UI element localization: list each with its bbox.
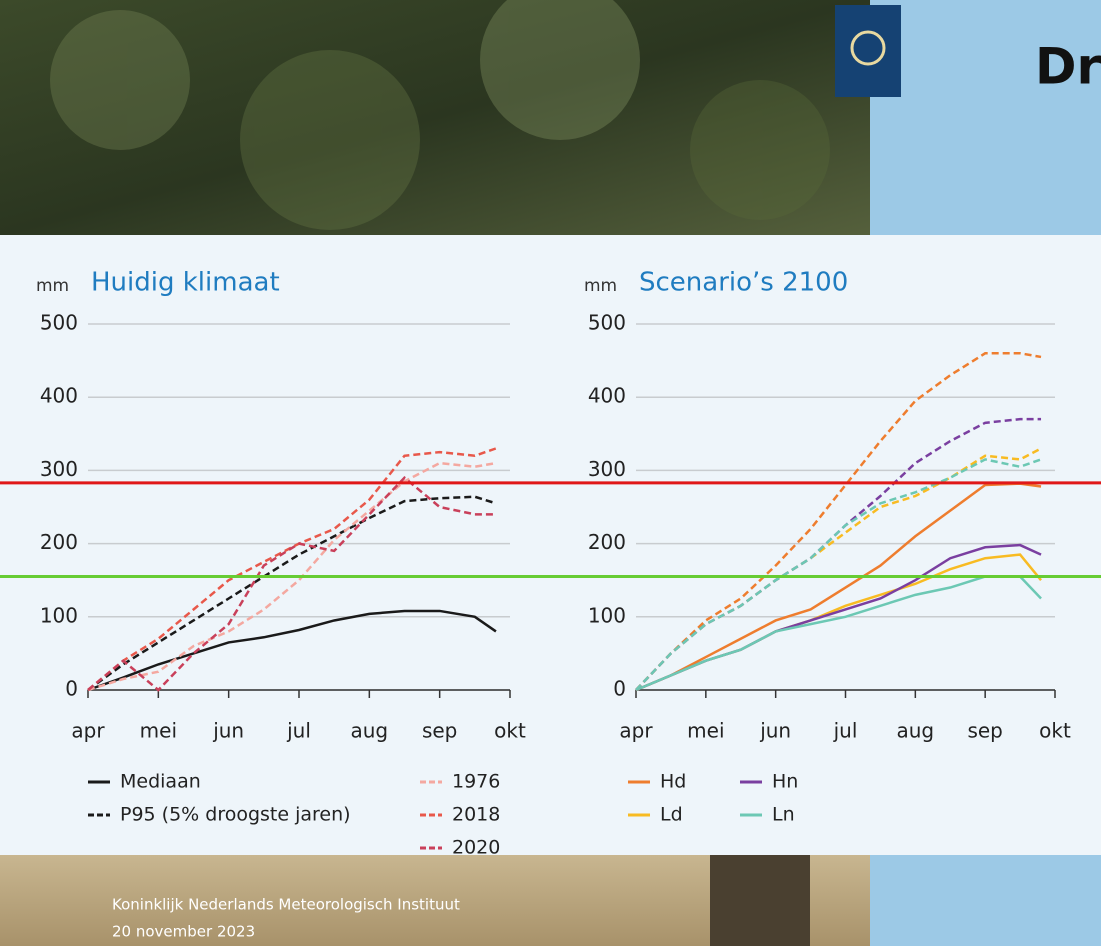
x-tick-label: aug [897, 719, 935, 743]
y-tick-label: 200 [40, 530, 78, 554]
chart-title: Huidig klimaat [91, 268, 280, 298]
legend-label: Ln [772, 804, 795, 826]
legend-label: Ld [660, 804, 683, 826]
legend-label: Mediaan [120, 771, 201, 793]
x-tick-label: jul [286, 719, 311, 743]
x-tick-label: aug [351, 719, 389, 743]
legend-label: Hd [660, 771, 686, 793]
y-tick-label: 400 [40, 384, 78, 408]
x-tick-label: apr [619, 719, 653, 743]
y-tick-label: 300 [588, 457, 626, 481]
legend-label: 1976 [452, 771, 500, 793]
x-tick-label: sep [422, 719, 457, 743]
x-tick-label: mei [140, 719, 177, 743]
x-tick-label: jul [833, 719, 858, 743]
y-tick-label: 100 [588, 603, 626, 627]
logo [835, 5, 901, 97]
footer-text: Koninklijk Nederlands Meteorologisch Ins… [112, 896, 460, 914]
slide: Dr Koninklijk Nederlands Meteorologisch … [0, 0, 1101, 946]
x-tick-label: okt [1039, 719, 1071, 743]
footer-text: 20 november 2023 [112, 923, 255, 941]
y-tick-label: 100 [40, 603, 78, 627]
x-tick-label: jun [212, 719, 244, 743]
y-tick-label: 0 [613, 677, 626, 701]
y-tick-label: 500 [40, 311, 78, 335]
chart-panel [0, 235, 1101, 855]
legend-label: P95 (5% droogste jaren) [120, 804, 351, 826]
unit-label: mm [36, 276, 69, 296]
y-tick-label: 500 [588, 311, 626, 335]
y-tick-label: 200 [588, 530, 626, 554]
legend-label: 2018 [452, 804, 500, 826]
x-tick-label: okt [494, 719, 526, 743]
y-tick-label: 0 [65, 677, 78, 701]
tree-trunk [710, 855, 810, 946]
slide-title: Dr [1035, 38, 1101, 96]
x-tick-label: jun [759, 719, 791, 743]
unit-label: mm [584, 276, 617, 296]
x-tick-label: apr [71, 719, 105, 743]
y-tick-label: 400 [588, 384, 626, 408]
legend-label: Hn [772, 771, 798, 793]
y-tick-label: 300 [40, 457, 78, 481]
legend-label: 2020 [452, 837, 500, 859]
x-tick-label: mei [687, 719, 724, 743]
chart-title: Scenario’s 2100 [639, 268, 848, 298]
x-tick-label: sep [967, 719, 1002, 743]
